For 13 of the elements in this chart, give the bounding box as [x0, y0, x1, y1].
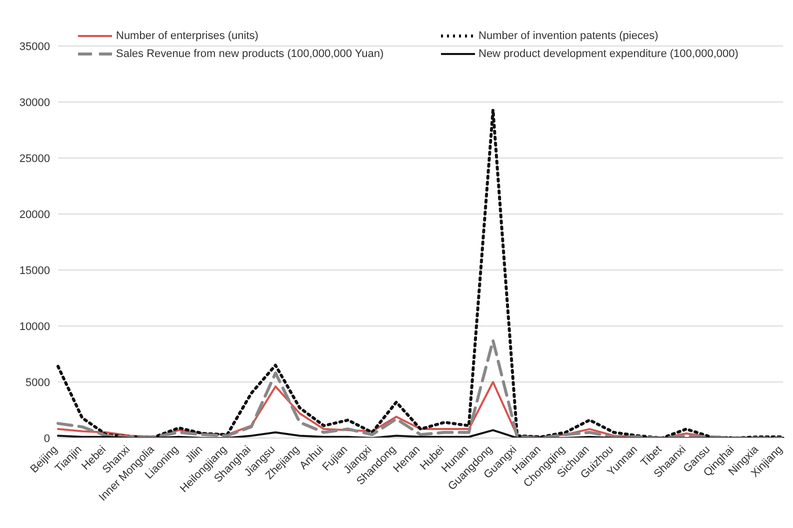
legend-label: New product development expenditure (100,000,000): [478, 48, 738, 60]
y-tick-label: 10000: [19, 320, 50, 333]
y-tick-label: 20000: [19, 208, 50, 221]
y-tick-label: 15000: [19, 264, 50, 277]
legend-label: Number of enterprises (units): [116, 30, 258, 42]
y-tick-label: 5000: [26, 376, 50, 389]
legend-label: Number of invention patents (pieces): [478, 30, 658, 42]
y-tick-label: 30000: [19, 96, 50, 109]
legend-label: Sales Revenue from new products (100,000,000 Yuan): [116, 48, 384, 60]
line-series: [56, 339, 784, 438]
y-tick-label: 25000: [19, 152, 50, 165]
y-tick-label: 35000: [19, 40, 50, 53]
y-tick-label: 0: [44, 432, 50, 445]
